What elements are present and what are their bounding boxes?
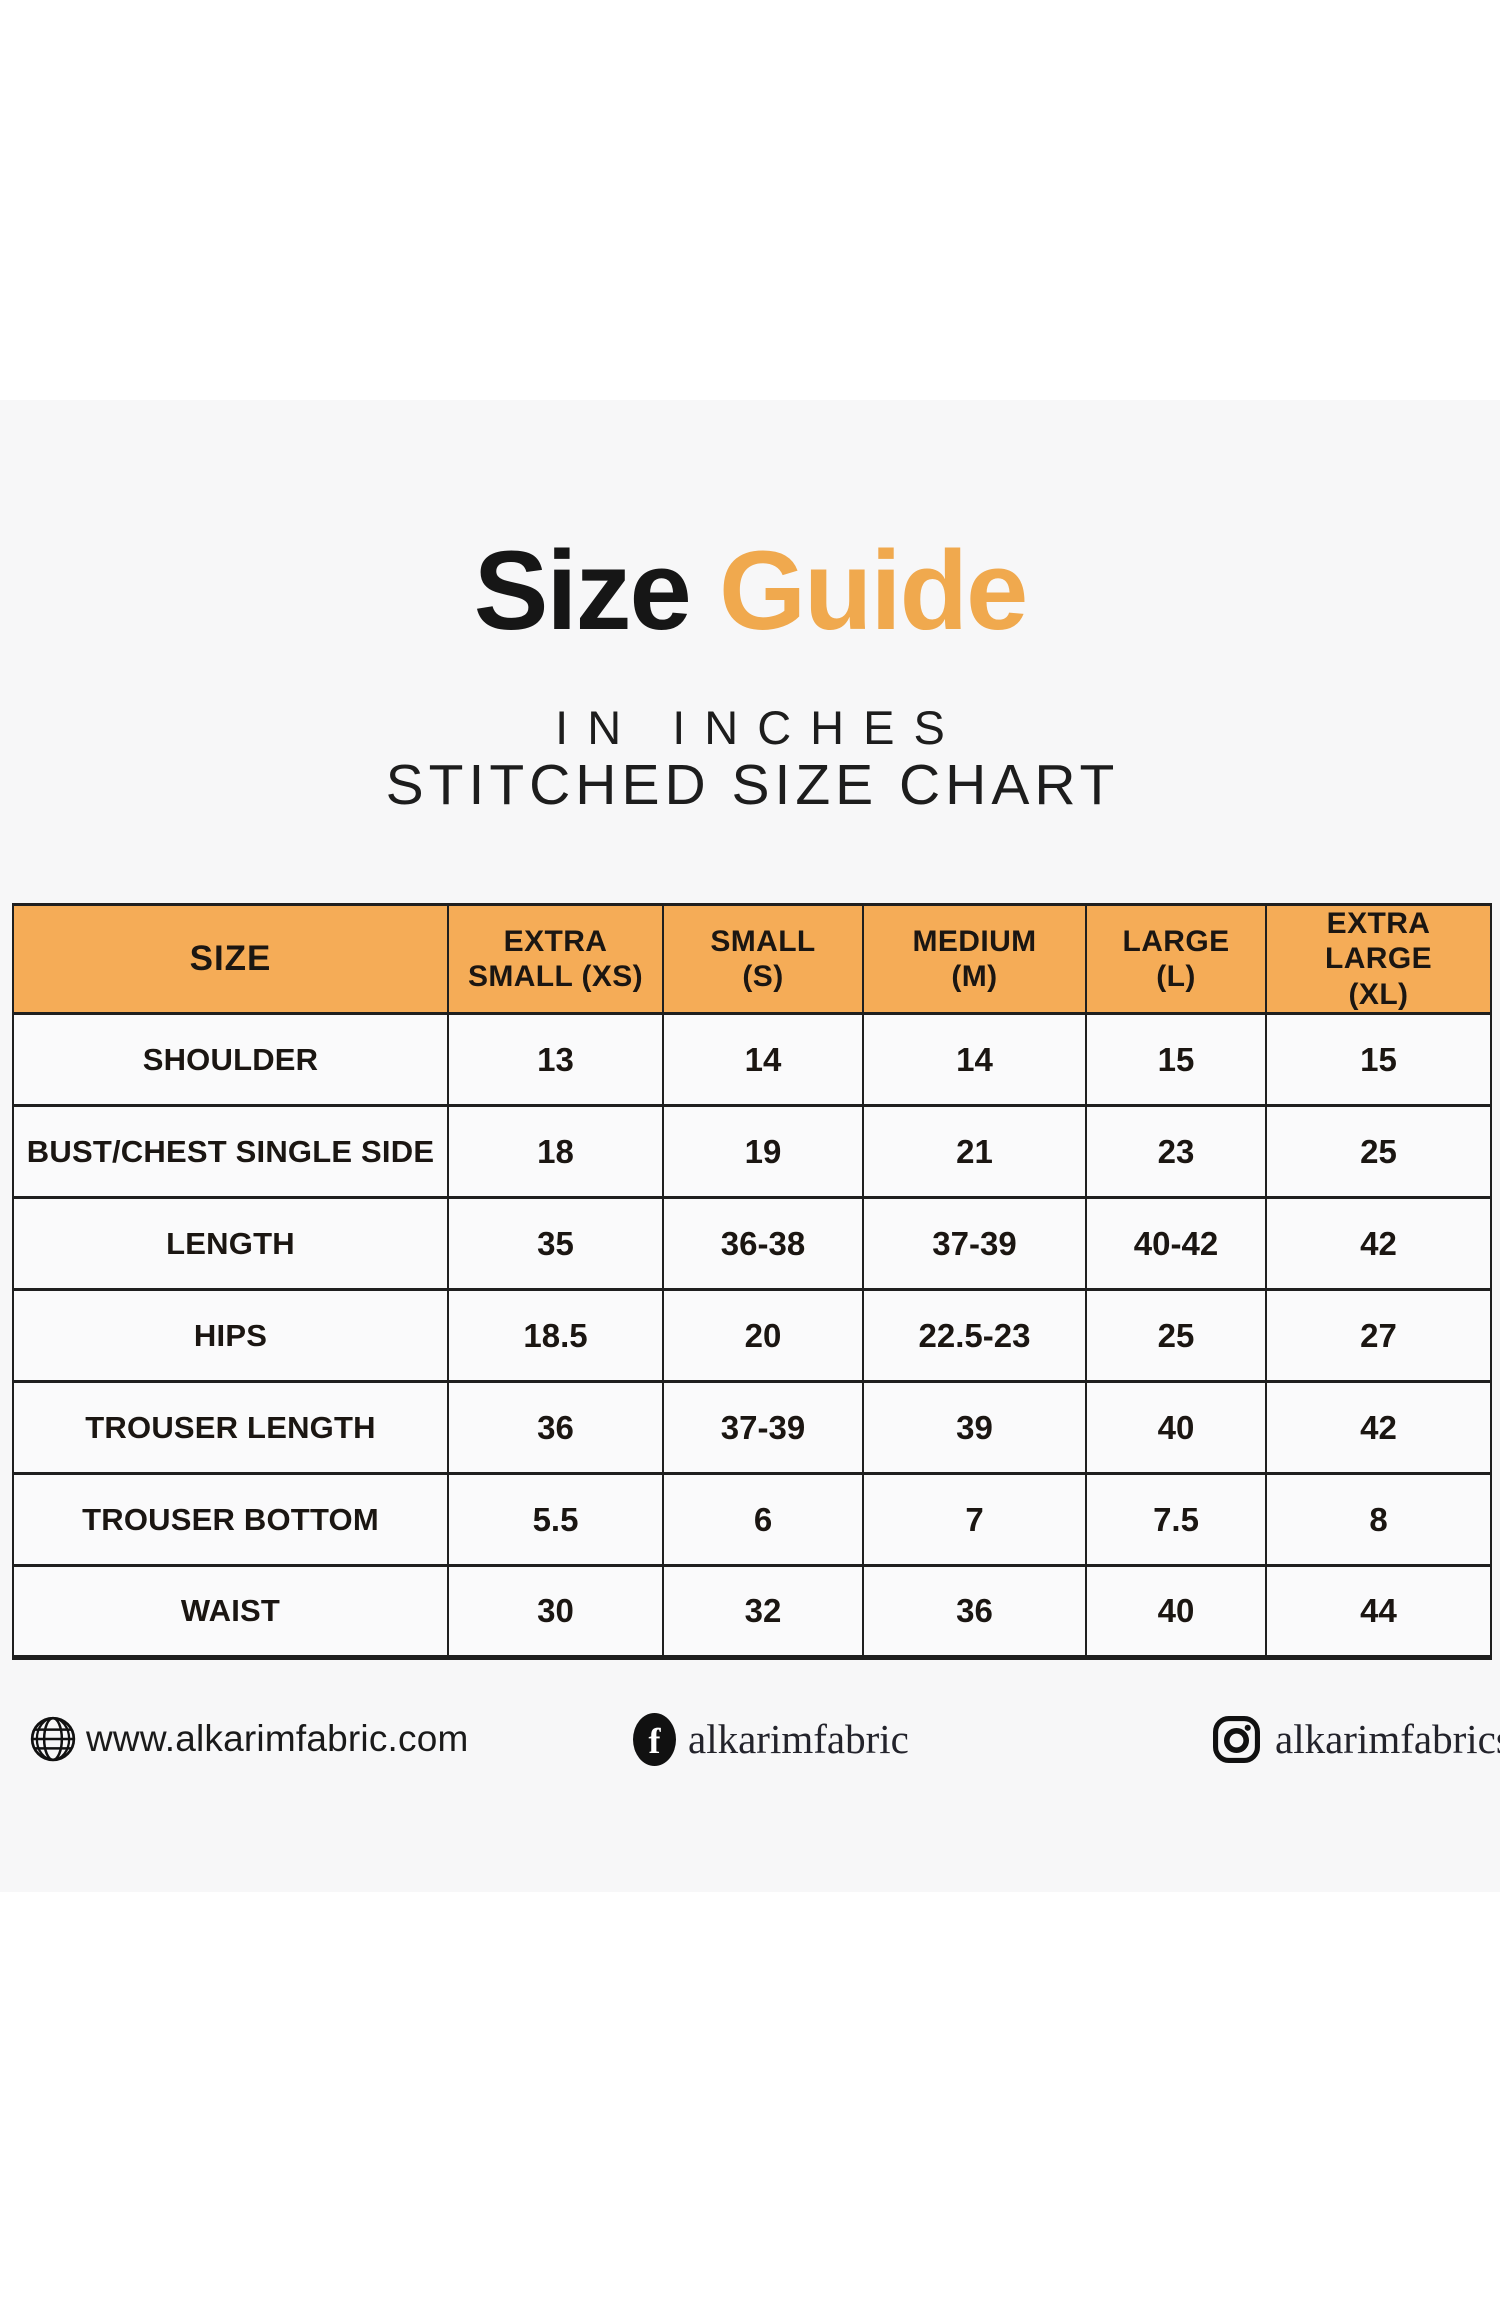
table-row-waist: WAIST 30 32 36 40 44 xyxy=(12,1564,1492,1661)
footer-website: www.alkarimfabric.com xyxy=(28,1710,469,1768)
row-label-hips: HIPS xyxy=(12,1288,449,1384)
facebook-icon: f xyxy=(633,1712,676,1766)
cell-trouser-length-l: 40 xyxy=(1085,1380,1267,1476)
facebook-icon-glyph: f xyxy=(648,1721,661,1761)
column-header-extra-small: EXTRA SMALL (XS) xyxy=(447,902,664,1016)
cell-trouser-bottom-m: 7 xyxy=(862,1472,1087,1568)
facebook-handle: alkarimfabric xyxy=(688,1716,909,1762)
cell-trouser-bottom-xl: 8 xyxy=(1265,1472,1492,1568)
page-title-primary: Size xyxy=(473,528,692,653)
table-row-trouser-length: TROUSER LENGTH 36 37-39 39 40 42 xyxy=(12,1380,1492,1476)
row-label-bust-chest: BUST/CHEST SINGLE SIDE xyxy=(12,1104,449,1200)
column-header-extra-large: EXTRA LARGE (XL) xyxy=(1265,902,1492,1016)
row-label-shoulder: SHOULDER xyxy=(12,1012,449,1108)
cell-waist-xl: 44 xyxy=(1265,1564,1492,1661)
row-label-waist: WAIST xyxy=(12,1564,449,1661)
column-header-size: SIZE xyxy=(12,902,449,1016)
cell-shoulder-l: 15 xyxy=(1085,1012,1267,1108)
cell-hips-xl: 27 xyxy=(1265,1288,1492,1384)
website-url: www.alkarimfabric.com xyxy=(86,1718,469,1759)
cell-hips-m: 22.5-23 xyxy=(862,1288,1087,1384)
column-header-medium: MEDIUM (M) xyxy=(862,902,1087,1016)
cell-length-l: 40-42 xyxy=(1085,1196,1267,1292)
cell-length-s: 36-38 xyxy=(662,1196,864,1292)
cell-hips-s: 20 xyxy=(662,1288,864,1384)
cell-shoulder-xl: 15 xyxy=(1265,1012,1492,1108)
page-title: Size Guide xyxy=(0,535,1500,647)
title-space xyxy=(690,528,719,653)
row-label-trouser-bottom: TROUSER BOTTOM xyxy=(12,1472,449,1568)
instagram-handle: alkarimfabrics xyxy=(1275,1716,1500,1762)
cell-trouser-bottom-s: 6 xyxy=(662,1472,864,1568)
cell-hips-xs: 18.5 xyxy=(447,1288,664,1384)
cell-length-m: 37-39 xyxy=(862,1196,1087,1292)
cell-length-xl: 42 xyxy=(1265,1196,1492,1292)
globe-icon xyxy=(28,1714,78,1764)
cell-bust-m: 21 xyxy=(862,1104,1087,1200)
cell-trouser-length-xs: 36 xyxy=(447,1380,664,1476)
subtitle-in-inches: IN INCHES xyxy=(555,701,964,754)
cell-waist-xs: 30 xyxy=(447,1564,664,1661)
cell-bust-xs: 18 xyxy=(447,1104,664,1200)
cell-bust-xl: 25 xyxy=(1265,1104,1492,1200)
cell-bust-l: 23 xyxy=(1085,1104,1267,1200)
table-row-trouser-bottom: TROUSER BOTTOM 5.5 6 7 7.5 8 xyxy=(12,1472,1492,1568)
cell-length-xs: 35 xyxy=(447,1196,664,1292)
page-title-accent: Guide xyxy=(718,528,1028,653)
size-chart-table: SIZE EXTRA SMALL (XS) SMALL (S) MEDIUM (… xyxy=(12,902,1492,1661)
table-row-bust-chest: BUST/CHEST SINGLE SIDE 18 19 21 23 25 xyxy=(12,1104,1492,1200)
column-header-large: LARGE (L) xyxy=(1085,902,1267,1016)
table-header-row: SIZE EXTRA SMALL (XS) SMALL (S) MEDIUM (… xyxy=(12,902,1492,1016)
cell-waist-s: 32 xyxy=(662,1564,864,1661)
subtitle-stitched-size-chart: STITCHED SIZE CHART xyxy=(385,753,1120,817)
table-row-shoulder: SHOULDER 13 14 14 15 15 xyxy=(12,1012,1492,1108)
column-header-small: SMALL (S) xyxy=(662,902,864,1016)
cell-trouser-bottom-xs: 5.5 xyxy=(447,1472,664,1568)
cell-hips-l: 25 xyxy=(1085,1288,1267,1384)
cell-trouser-length-xl: 42 xyxy=(1265,1380,1492,1476)
instagram-icon xyxy=(1212,1715,1261,1764)
footer-facebook: f alkarimfabric xyxy=(633,1710,909,1768)
table-row-hips: HIPS 18.5 20 22.5-23 25 27 xyxy=(12,1288,1492,1384)
cell-bust-s: 19 xyxy=(662,1104,864,1200)
cell-trouser-bottom-l: 7.5 xyxy=(1085,1472,1267,1568)
row-label-length: LENGTH xyxy=(12,1196,449,1292)
table-row-length: LENGTH 35 36-38 37-39 40-42 42 xyxy=(12,1196,1492,1292)
cell-waist-l: 40 xyxy=(1085,1564,1267,1661)
footer-instagram: alkarimfabrics xyxy=(1212,1710,1500,1768)
row-label-trouser-length: TROUSER LENGTH xyxy=(12,1380,449,1476)
cell-shoulder-m: 14 xyxy=(862,1012,1087,1108)
cell-trouser-length-s: 37-39 xyxy=(662,1380,864,1476)
cell-shoulder-xs: 13 xyxy=(447,1012,664,1108)
cell-trouser-length-m: 39 xyxy=(862,1380,1087,1476)
cell-waist-m: 36 xyxy=(862,1564,1087,1661)
cell-shoulder-s: 14 xyxy=(662,1012,864,1108)
